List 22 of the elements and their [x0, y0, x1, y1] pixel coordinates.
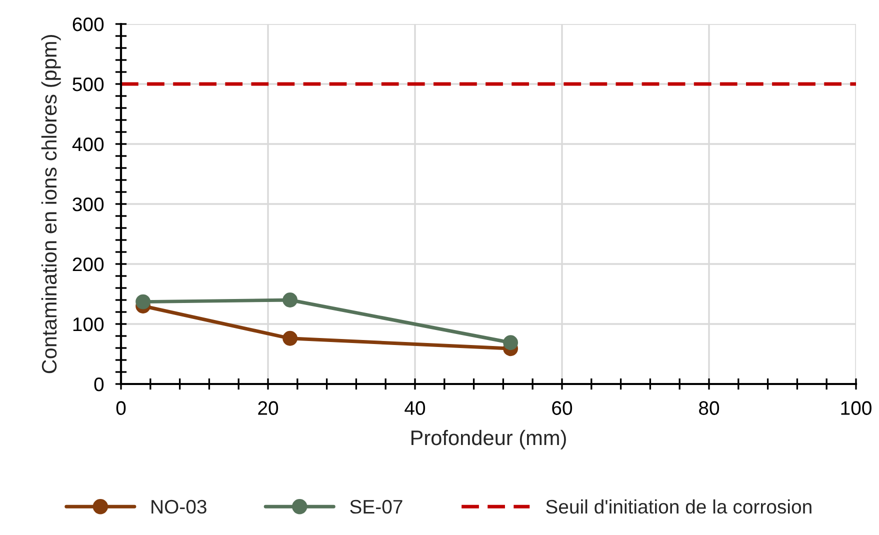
x-tick-label: 40: [404, 401, 426, 415]
y-axis-title: Contamination en ions chlores (ppm): [41, 35, 61, 374]
y-tick-label: 400: [72, 137, 104, 152]
x-tick-label: 80: [699, 401, 720, 415]
point: [136, 294, 151, 310]
x-tick-label: 0: [116, 401, 126, 415]
legend-label: Seuil d'initiation de la corrosion: [546, 499, 812, 514]
point: [503, 335, 518, 350]
point: [282, 292, 298, 308]
x-axis-title: Profondeur (mm): [411, 430, 566, 450]
y-tick-label: 300: [72, 197, 104, 212]
y-tick-label: 100: [73, 317, 104, 332]
y-tick-label: 200: [72, 257, 104, 272]
x-tick-label: 60: [552, 401, 572, 415]
y-tick-label: 0: [94, 377, 104, 392]
legend-label: NO-03: [152, 500, 206, 514]
y-tick-label: 600: [72, 17, 104, 32]
y-tick-label: 500: [72, 77, 104, 92]
x-tick-label: 20: [258, 401, 278, 415]
legend-label: SE-07: [350, 500, 402, 514]
x-tick-label: 100: [841, 401, 872, 415]
point: [282, 330, 298, 346]
